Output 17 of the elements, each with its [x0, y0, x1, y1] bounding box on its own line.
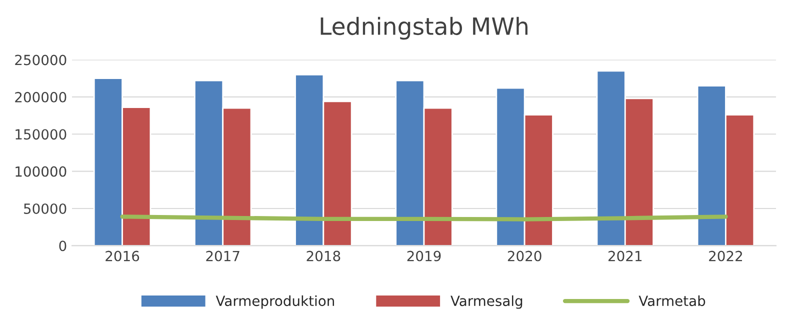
legend-label: Varmetab: [638, 295, 706, 306]
y-tick-label: 100000: [16, 166, 66, 177]
y-tick-label: 50000: [24, 203, 66, 214]
x-tick-label: 2017: [206, 250, 240, 262]
y-tick-label: 250000: [15, 54, 66, 66]
legend-label: Varmeproduktion: [216, 295, 334, 309]
y-tick-label: 0: [59, 240, 66, 252]
x-tick-label: 2018: [306, 250, 340, 262]
legend-label: Varmesalg: [450, 295, 522, 309]
x-tick-label: 2022: [709, 250, 742, 262]
y-tick-label: 150000: [16, 129, 66, 140]
x-tick-label: 2019: [407, 250, 441, 262]
x-tick-label: 2020: [508, 250, 542, 262]
chart-title: Ledningstab MWh: [320, 16, 528, 40]
x-tick-label: 2016: [106, 250, 140, 262]
y-tick-label: 200000: [15, 92, 66, 102]
x-tick-label: 2021: [608, 250, 642, 262]
